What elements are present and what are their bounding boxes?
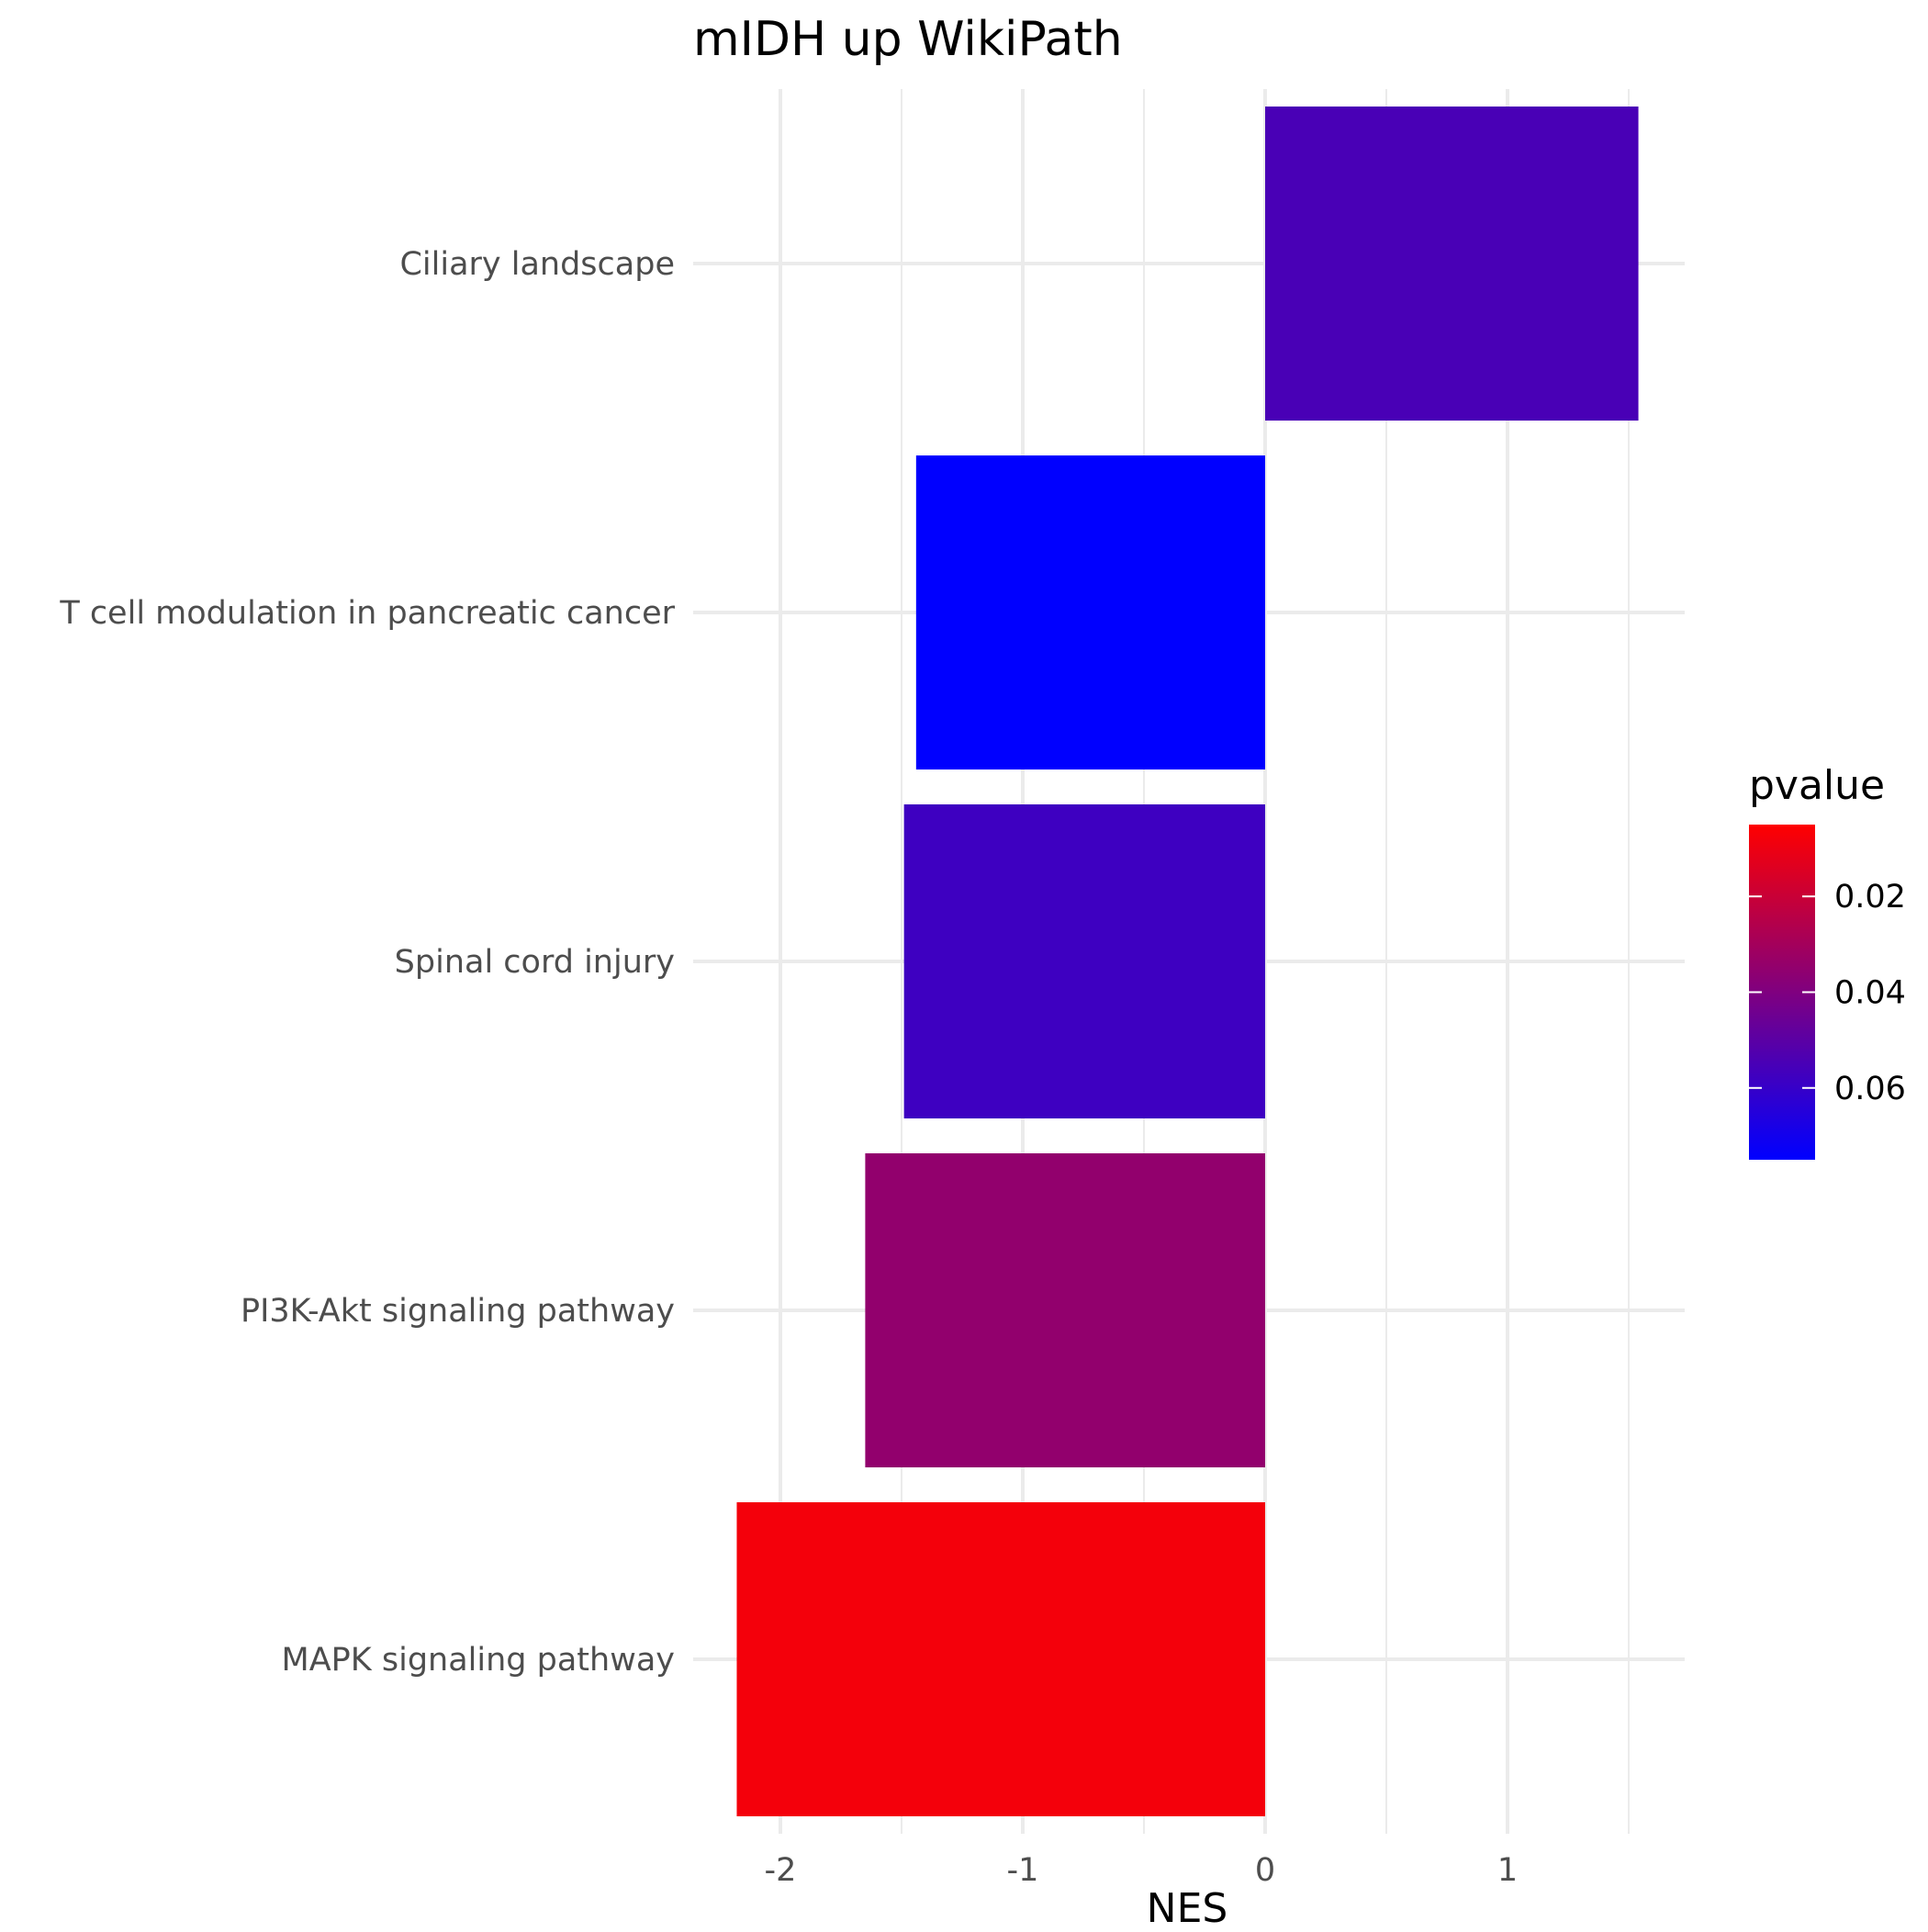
legend-ticks: 0.02 0.04 0.06 <box>1749 879 1906 1107</box>
x-tick-label: 0 <box>1255 1852 1275 1889</box>
bar <box>1265 107 1639 421</box>
x-tick-labels: -2 -1 0 1 <box>765 1852 1519 1889</box>
y-tick-label: MAPK signaling pathway <box>282 1642 675 1679</box>
bar <box>903 804 1265 1118</box>
x-tick-label: -2 <box>765 1852 797 1889</box>
bar <box>736 1502 1265 1816</box>
legend-title: pvalue <box>1749 762 1885 809</box>
y-tick-label: Spinal cord injury <box>395 944 675 981</box>
x-tick-label: -1 <box>1007 1852 1039 1889</box>
legend-tick-label: 0.02 <box>1834 879 1906 915</box>
bars <box>736 107 1639 1816</box>
chart-title: mIDH up WikiPath <box>693 12 1123 67</box>
y-tick-labels: MAPK signaling pathway PI3K-Akt signaling… <box>59 246 675 1679</box>
bar <box>865 1153 1265 1467</box>
bar <box>915 455 1265 769</box>
legend: pvalue 0.02 0.04 0.06 <box>1749 762 1906 1160</box>
legend-tick-label: 0.04 <box>1834 975 1906 1012</box>
y-tick-label: PI3K-Akt signaling pathway <box>241 1293 675 1330</box>
y-tick-label: T cell modulation in pancreatic cancer <box>59 595 675 632</box>
y-tick-label: Ciliary landscape <box>399 246 675 283</box>
x-axis-label: NES <box>1147 1885 1228 1928</box>
x-tick-label: 1 <box>1497 1852 1518 1889</box>
legend-tick-label: 0.06 <box>1834 1071 1906 1107</box>
